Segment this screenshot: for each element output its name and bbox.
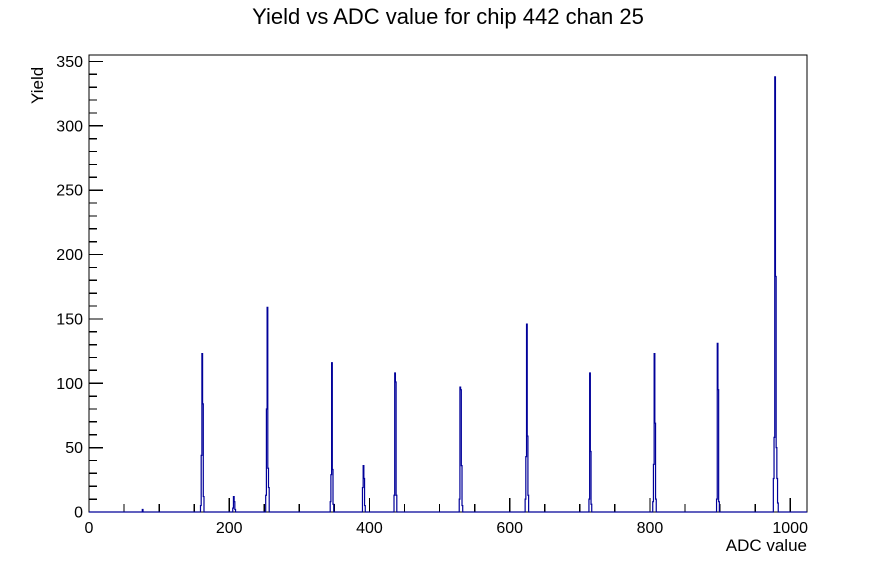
- plot-frame: [88, 54, 808, 513]
- y-tick-label: 0: [74, 505, 83, 522]
- x-tick-label: 400: [356, 520, 383, 537]
- y-tick-label: 300: [56, 118, 83, 135]
- x-tick-label: 800: [637, 520, 664, 537]
- y-tick-label: 250: [56, 183, 83, 200]
- x-tick-label: 0: [85, 520, 94, 537]
- histogram-line: [89, 76, 807, 513]
- x-tick-label: 600: [496, 520, 523, 537]
- chart-title: Yield vs ADC value for chip 442 chan 25: [252, 4, 644, 29]
- y-tick-label: 100: [56, 376, 83, 393]
- y-tick-label: 200: [56, 247, 83, 264]
- x-tick-label: 200: [216, 520, 243, 537]
- y-tick-label: 50: [65, 440, 83, 457]
- x-tick-label: 1000: [772, 520, 808, 537]
- x-axis-title: ADC value: [725, 536, 807, 555]
- y-tick-label: 350: [56, 54, 83, 71]
- y-tick-label: 150: [56, 311, 83, 328]
